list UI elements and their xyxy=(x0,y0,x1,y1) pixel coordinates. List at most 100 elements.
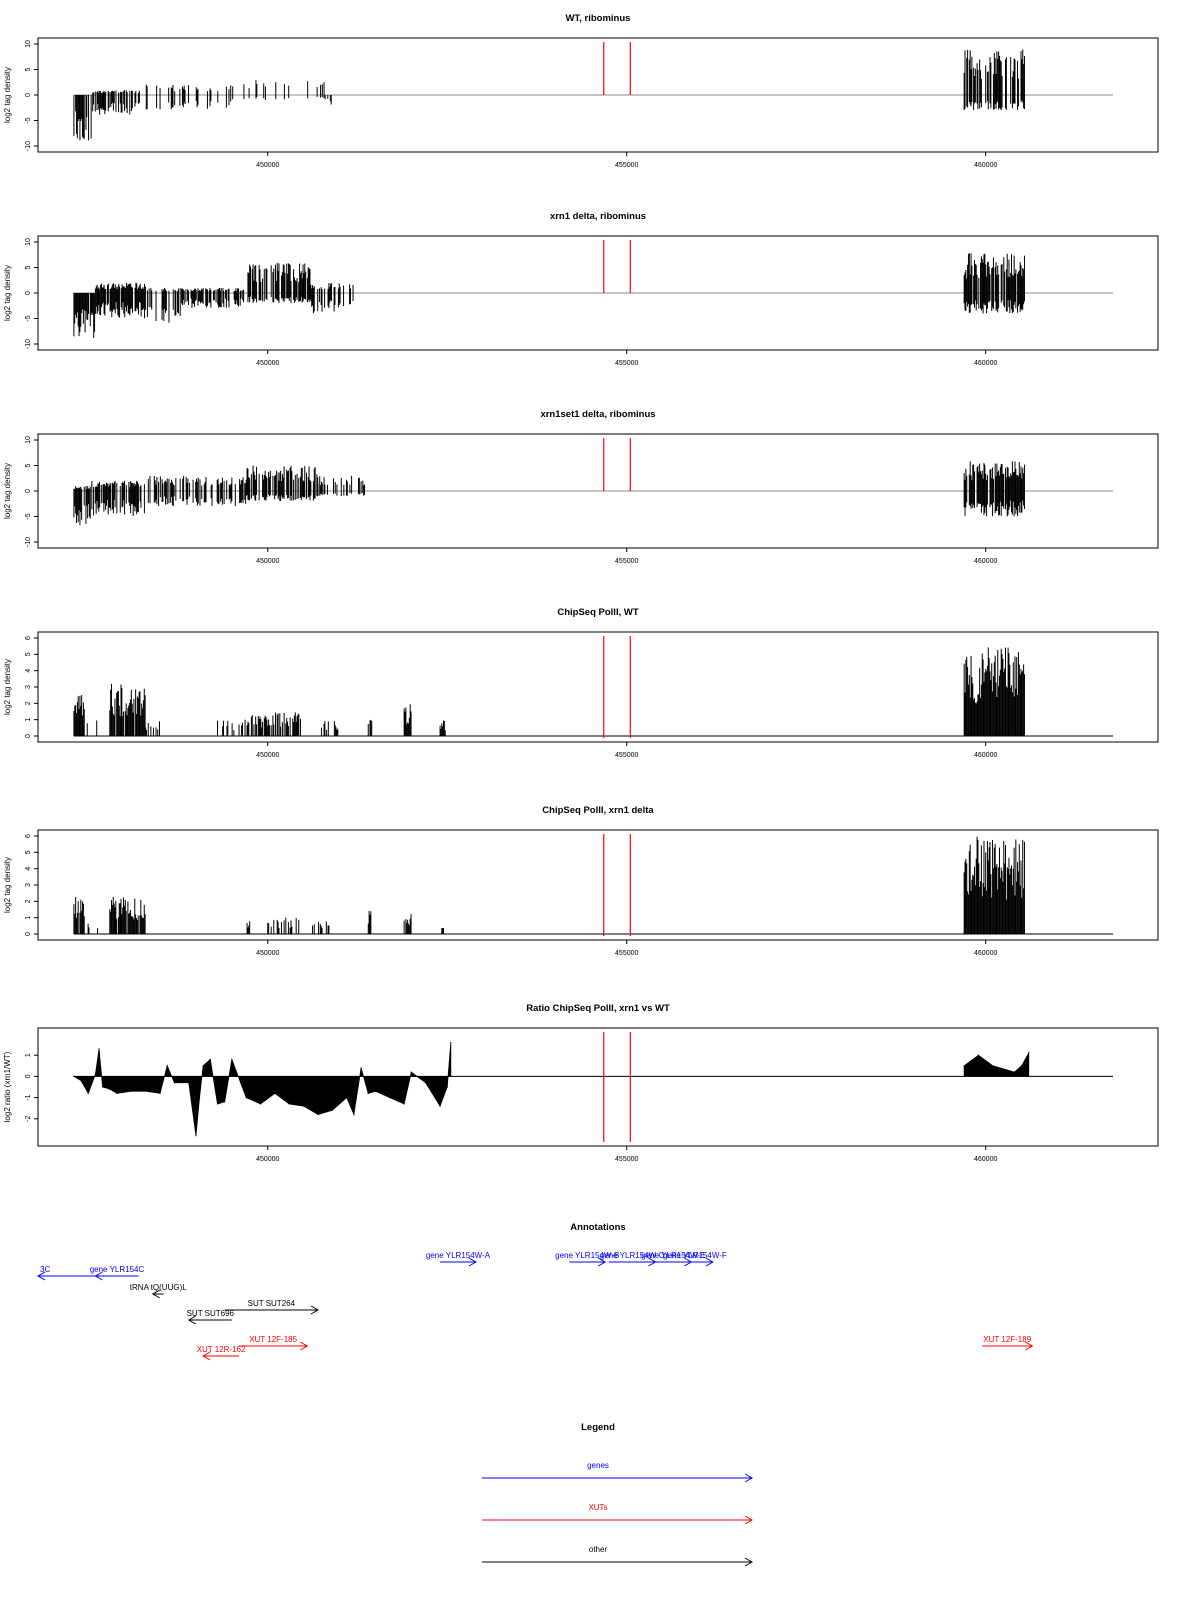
data-point xyxy=(188,1082,190,1084)
data-area xyxy=(72,1041,1030,1137)
x-tick-label: 450000 xyxy=(256,360,279,367)
data-point xyxy=(346,1097,348,1099)
data-point xyxy=(209,1058,211,1061)
y-axis-label: log2 tag density xyxy=(3,67,12,123)
feature-arrowhead xyxy=(468,1257,477,1267)
data-point xyxy=(73,1075,75,1077)
legend-title: Legend xyxy=(581,1422,615,1433)
legend-entry: XUTs xyxy=(482,1503,754,1525)
data-bars xyxy=(73,253,1025,339)
data-point xyxy=(977,1054,980,1056)
annotations-title: Annotations xyxy=(570,1222,625,1233)
y-tick-label: 4 xyxy=(25,867,32,871)
x-tick-label: 450000 xyxy=(256,1156,279,1163)
data-point xyxy=(410,1071,412,1073)
data-point xyxy=(374,1090,377,1092)
y-tick-label: 1 xyxy=(25,916,32,920)
y-axis-label: log2 tag density xyxy=(3,659,12,715)
data-point xyxy=(80,1080,82,1082)
annotation-feature: XUT 12F-185 xyxy=(239,1335,309,1351)
data-point xyxy=(439,1105,441,1107)
feature-arrowhead xyxy=(94,1271,103,1281)
feature-label: gene YLR154W-A xyxy=(426,1251,491,1260)
legend-label: genes xyxy=(587,1461,609,1470)
legend-arrowhead xyxy=(744,1473,754,1483)
legend-arrowhead xyxy=(744,1515,754,1525)
plot-frame xyxy=(37,1027,1159,1147)
y-tick-label: 10 xyxy=(25,238,32,246)
y-axis-label: log2 ratio (xrn1/WT) xyxy=(3,1051,12,1122)
feature-arrowhead xyxy=(36,1271,46,1281)
feature-arrowhead xyxy=(310,1305,320,1315)
data-point xyxy=(446,1086,448,1088)
x-tick-label: 460000 xyxy=(974,950,997,957)
data-point xyxy=(87,1092,89,1094)
panel-6: Ratio ChipSeq PolII, xrn1 vs WT -2 -1 0 1 log… xyxy=(3,1003,1159,1163)
x-tick-label: 450000 xyxy=(256,162,279,169)
y-tick-label: -5 xyxy=(25,117,32,123)
data-point xyxy=(1006,1069,1008,1071)
feature-label: XUT 12F-189 xyxy=(983,1335,1031,1344)
feature-arrowhead xyxy=(1025,1341,1034,1351)
panel-title: WT, ribominus xyxy=(566,13,631,24)
y-tick-label: 5 xyxy=(25,850,32,854)
data-point xyxy=(303,1105,305,1107)
y-tick-label: 2 xyxy=(25,899,32,903)
data-point xyxy=(331,1109,333,1111)
x-tick-label: 460000 xyxy=(974,1156,997,1163)
feature-label: XUT 12F-185 xyxy=(249,1335,297,1344)
y-tick-label: -10 xyxy=(25,339,32,349)
annotation-feature: 3C xyxy=(36,1265,100,1281)
y-tick-label: 6 xyxy=(25,636,32,640)
y-axis-label: log2 tag density xyxy=(3,857,12,913)
data-point xyxy=(224,1101,226,1103)
legend-label: XUTs xyxy=(588,1503,607,1512)
data-point xyxy=(166,1065,168,1067)
y-tick-label: 2 xyxy=(25,701,32,705)
data-point xyxy=(198,1097,201,1099)
annotation-feature: tRNA tQ(UUG)L xyxy=(130,1283,187,1299)
feature-label: gene YLR154C xyxy=(90,1265,145,1274)
data-point xyxy=(1028,1052,1030,1054)
annotation-feature: XUT 12F-189 xyxy=(982,1335,1034,1351)
feature-arrowhead xyxy=(151,1289,161,1299)
annotation-feature: gene YLR154W-B xyxy=(555,1251,619,1267)
y-tick-label: 5 xyxy=(25,463,32,467)
y-axis-label: log2 tag density xyxy=(3,463,12,519)
x-tick-label: 455000 xyxy=(615,162,638,169)
feature-label: gene YLR154W-F xyxy=(663,1251,727,1260)
feature-label: SUT SUT696 xyxy=(187,1309,235,1318)
x-tick-label: 455000 xyxy=(615,752,638,759)
panel-title: xrn1 delta, ribominus xyxy=(550,211,646,222)
data-point xyxy=(353,1113,355,1116)
x-tick-label: 460000 xyxy=(974,752,997,759)
y-tick-label: 4 xyxy=(25,669,32,673)
y-tick-label: 10 xyxy=(25,40,32,48)
y-tick-label: 5 xyxy=(25,652,32,656)
y-tick-label: -10 xyxy=(25,537,32,547)
x-tick-label: 455000 xyxy=(615,360,638,367)
data-point xyxy=(109,1088,111,1090)
data-point xyxy=(145,1090,147,1092)
data-bars xyxy=(73,461,1025,526)
x-tick-label: 455000 xyxy=(615,1156,638,1163)
feature-label: gene YLR154W-C xyxy=(600,1251,665,1260)
y-tick-label: 10 xyxy=(25,436,32,444)
legend-arrowhead xyxy=(744,1557,754,1567)
data-point xyxy=(202,1065,204,1067)
x-tick-label: 455000 xyxy=(615,558,638,565)
feature-arrowhead xyxy=(299,1341,309,1351)
y-tick-label: 0 xyxy=(25,932,32,936)
data-point xyxy=(274,1092,276,1094)
y-tick-label: 1 xyxy=(25,718,32,722)
panel-5: ChipSeq PolII, xrn1 delta 0 1 2 3 4 5 6 log2 tag… xyxy=(3,805,1159,957)
data-point xyxy=(94,1073,97,1075)
y-tick-label: 5 xyxy=(25,67,32,71)
data-bars xyxy=(73,647,1025,736)
data-point xyxy=(367,1092,369,1094)
data-point xyxy=(360,1067,362,1069)
data-point xyxy=(102,1086,104,1088)
x-tick-label: 460000 xyxy=(974,558,997,565)
data-point xyxy=(389,1097,391,1099)
feature-arrowhead xyxy=(597,1257,607,1267)
